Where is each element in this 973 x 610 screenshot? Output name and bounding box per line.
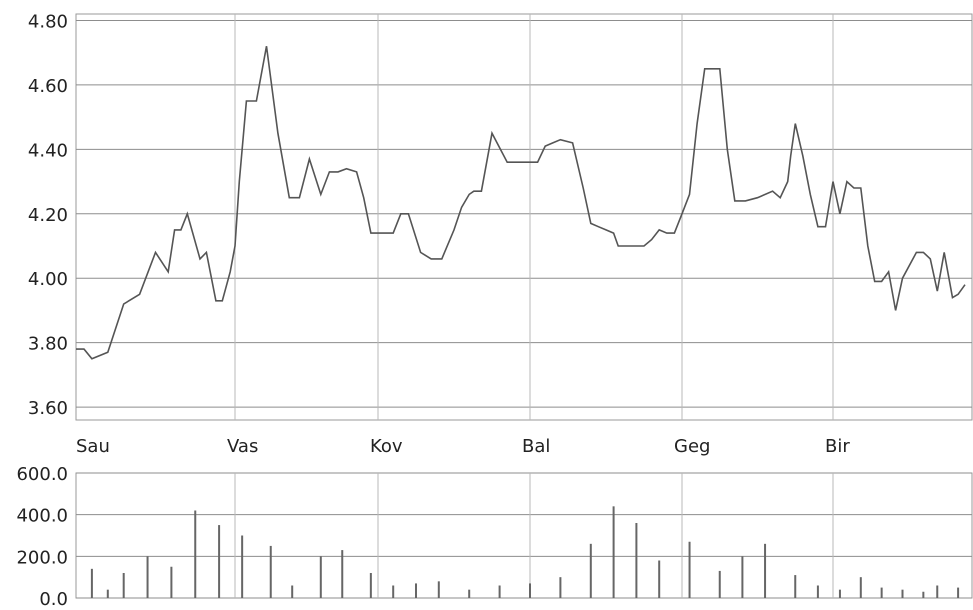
y-tick-label: 4.00 (28, 269, 68, 290)
plot-frame (75, 13, 973, 421)
volume-bar (218, 525, 221, 598)
volume-bar (718, 570, 721, 598)
price-series-line (76, 46, 966, 360)
volume-bar (146, 556, 149, 598)
price-line-panel: 4.80 4.60 4.40 4.20 4.00 3.80 3.60 Sau Vas Kov Bal… (28, 11, 973, 457)
volume-bar (688, 541, 691, 598)
volume-bar (764, 543, 767, 598)
volume-bar (559, 577, 562, 598)
volume-bar-panel: 600.0 400.0 200.0 0.0 (16, 464, 973, 610)
volume-bar (269, 545, 272, 598)
volume-bar (122, 573, 125, 598)
volume-y-tick-label: 400.0 (16, 506, 68, 527)
volume-bar (241, 535, 244, 598)
volume-bar (392, 585, 395, 598)
volume-bar (741, 556, 744, 598)
volume-bar (658, 560, 661, 598)
volume-bar (936, 585, 939, 598)
y-tick-label: 3.80 (28, 334, 68, 355)
y-tick-label: 4.20 (28, 205, 68, 226)
volume-bar (498, 585, 501, 598)
volume-bar (341, 550, 344, 598)
volume-bar (529, 583, 531, 598)
x-tick-label: Kov (370, 436, 403, 457)
volume-bar (794, 575, 797, 598)
volume-bar (901, 589, 904, 598)
y-tick-label: 4.80 (28, 11, 68, 32)
volume-bar (468, 589, 471, 598)
volume-bar (170, 566, 173, 598)
volume-y-tick-label: 200.0 (16, 547, 68, 568)
y-tick-label: 4.60 (28, 76, 68, 97)
x-tick-label: Bir (825, 436, 850, 457)
x-tick-label: Geg (674, 436, 710, 457)
x-tick-label: Bal (522, 436, 550, 457)
volume-bar (859, 577, 862, 598)
volume-bar (194, 510, 197, 598)
volume-y-tick-label: 0.0 (39, 589, 68, 606)
volume-bar (880, 587, 883, 598)
y-tick-label: 3.60 (28, 398, 68, 419)
x-tick-label: Sau (76, 436, 110, 457)
volume-bar (589, 543, 592, 598)
volume-bar (319, 556, 322, 598)
volume-bar (957, 587, 960, 598)
volume-bar (369, 573, 372, 598)
volume-frame (75, 472, 973, 599)
volume-bar (816, 585, 819, 598)
volume-bar (106, 589, 109, 598)
volume-bar (291, 585, 294, 598)
volume-bar (437, 581, 440, 598)
volume-bar (635, 523, 638, 598)
volume-y-tick-label: 600.0 (16, 464, 68, 485)
volume-bar (90, 568, 93, 598)
volume-bar (922, 591, 925, 598)
volume-bar (415, 583, 417, 598)
y-tick-label: 4.40 (28, 140, 68, 161)
volume-bar (612, 506, 615, 598)
volume-bar (838, 589, 841, 598)
x-tick-label: Vas (227, 436, 258, 457)
